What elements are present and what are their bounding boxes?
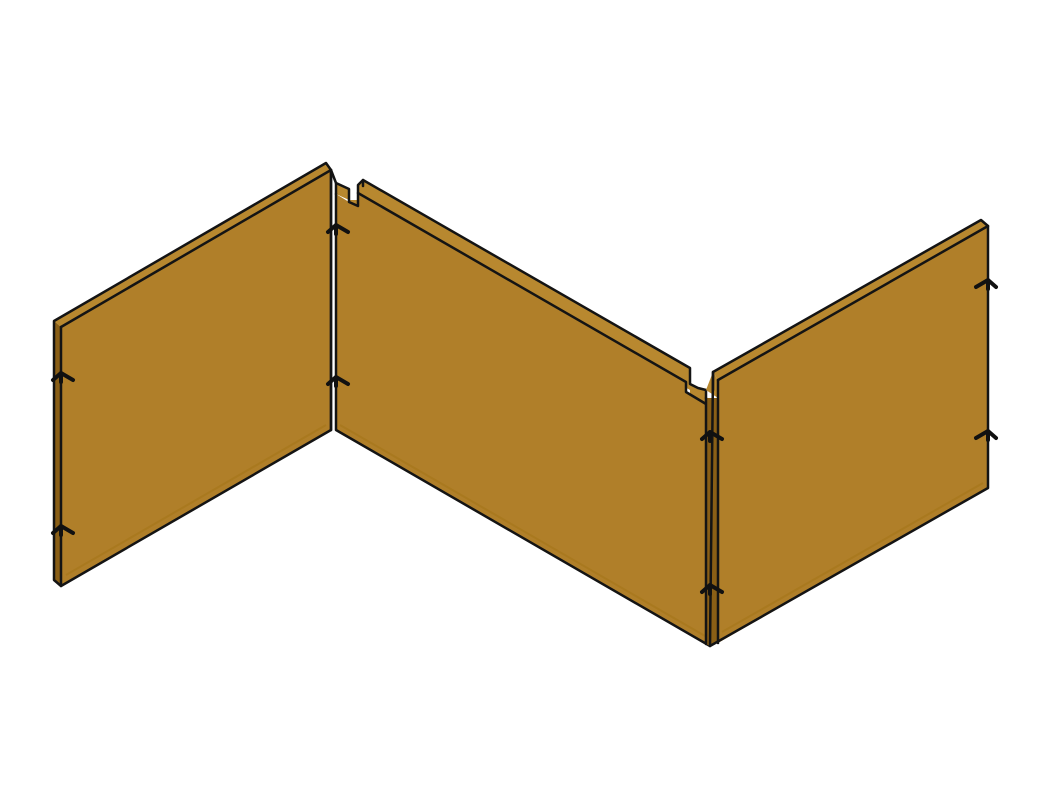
center-panel-face xyxy=(336,193,710,646)
center-panel-inner-line xyxy=(339,424,706,637)
hinge-mark-far-right-upper xyxy=(974,278,998,291)
center-panel-outline xyxy=(329,168,708,400)
hinge-marks xyxy=(51,223,998,596)
left-panel-face xyxy=(61,170,331,586)
hinge-mark-far-right-lower xyxy=(974,429,998,442)
right-panel xyxy=(704,218,990,648)
center-panel xyxy=(329,168,712,648)
hinge-mark-left-upper xyxy=(51,371,75,384)
left-panel-side-edge xyxy=(54,321,61,586)
left-panel xyxy=(52,161,333,588)
right-panel-face xyxy=(718,226,988,643)
hinge-mark-center-mid xyxy=(326,375,350,388)
hinge-mark-right-top xyxy=(700,430,724,443)
hinge-mark-right-bottom xyxy=(700,583,724,596)
hinge-mark-center-top xyxy=(326,223,350,236)
right-panel-inner-line xyxy=(721,482,984,633)
right-panel-outline xyxy=(708,218,990,648)
hinge-mark-left-lower xyxy=(51,524,75,537)
left-panel-inner-line xyxy=(65,424,327,576)
left-panel-top-edge xyxy=(54,163,331,327)
right-panel-top-edge xyxy=(713,220,988,380)
